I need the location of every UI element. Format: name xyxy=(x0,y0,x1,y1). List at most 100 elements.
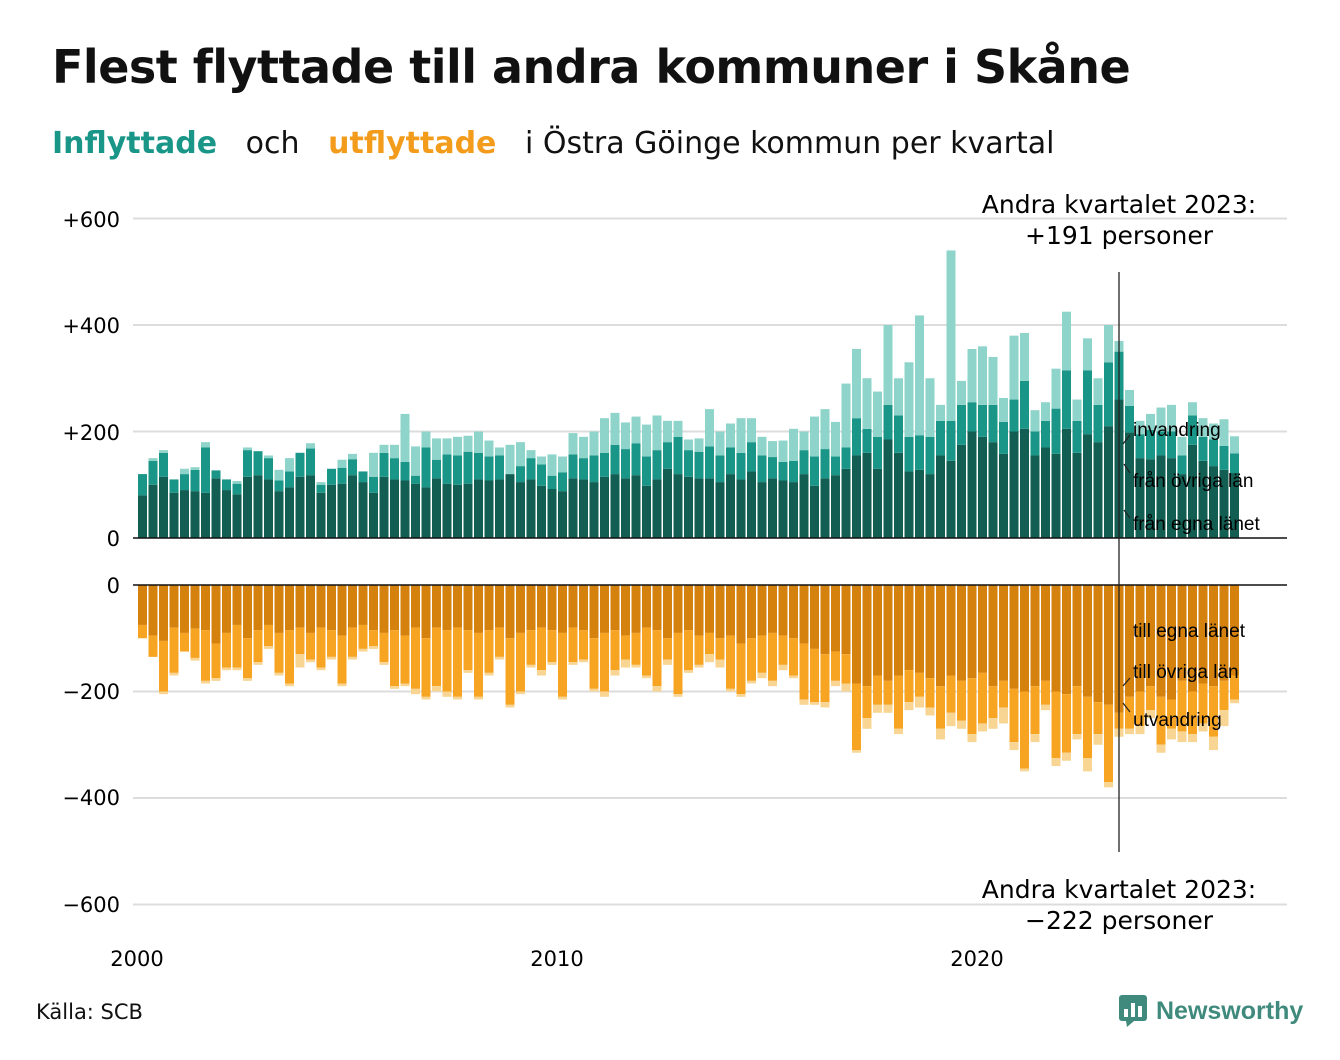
bar-out-2-10 xyxy=(243,678,252,681)
bar-out-2-44 xyxy=(600,691,609,697)
bar-out-2-31 xyxy=(463,670,473,673)
bar-out-2-58 xyxy=(747,680,756,684)
bar-in-0-84 xyxy=(1020,428,1029,538)
bar-in-1-62 xyxy=(789,460,798,483)
bar-in-2-4 xyxy=(180,468,189,475)
bar-out-1-3 xyxy=(169,627,179,673)
bar-out-0-6 xyxy=(201,585,210,631)
bar-out-1-68 xyxy=(852,683,861,751)
bar-out-1-10 xyxy=(243,638,252,679)
bar-in-1-8 xyxy=(222,479,231,491)
bar-out-1-53 xyxy=(694,635,704,665)
bar-out-0-32 xyxy=(474,585,483,633)
bar-out-0-89 xyxy=(1072,585,1082,687)
bar-in-2-23 xyxy=(379,444,389,453)
bar-in-2-63 xyxy=(799,431,809,451)
bar-out-2-73 xyxy=(904,702,914,711)
bar-out-0-77 xyxy=(946,585,956,676)
bar-in-1-29 xyxy=(442,454,452,484)
bar-out-0-59 xyxy=(757,585,767,636)
bar-in-0-3 xyxy=(169,492,179,538)
bar-out-0-31 xyxy=(463,585,473,631)
bar-out-0-58 xyxy=(747,585,756,639)
bar-in-0-31 xyxy=(463,483,473,538)
bar-in-1-91 xyxy=(1093,404,1103,443)
bar-out-1-99 xyxy=(1177,680,1187,732)
bar-out-0-42 xyxy=(579,585,588,631)
bar-in-2-89 xyxy=(1072,399,1082,421)
bar-in-1-89 xyxy=(1072,420,1082,453)
bar-in-2-68 xyxy=(852,348,861,419)
bar-out-2-47 xyxy=(631,664,641,668)
bar-out-1-67 xyxy=(841,654,851,684)
bar-out-0-11 xyxy=(253,585,263,631)
bar-in-0-40 xyxy=(558,491,567,538)
bar-out-0-8 xyxy=(222,585,231,633)
bar-out-0-92 xyxy=(1104,585,1113,705)
bar-out-0-97 xyxy=(1156,585,1166,697)
bar-in-1-66 xyxy=(831,456,840,476)
bar-in-0-101 xyxy=(1198,460,1208,538)
bar-out-2-69 xyxy=(862,718,872,729)
bar-in-1-59 xyxy=(757,455,767,483)
bar-out-0-80 xyxy=(978,585,987,673)
bar-out-2-6 xyxy=(201,680,210,684)
bar-out-1-78 xyxy=(957,680,966,721)
bar-in-2-51 xyxy=(673,420,683,437)
bar-in-0-25 xyxy=(400,480,410,538)
bar-out-0-48 xyxy=(642,585,651,628)
bar-in-1-9 xyxy=(232,483,242,495)
bar-out-1-69 xyxy=(862,686,872,719)
bar-out-0-88 xyxy=(1062,585,1071,695)
bar-in-2-52 xyxy=(684,439,693,451)
bar-in-1-20 xyxy=(348,459,357,476)
bar-in-0-45 xyxy=(610,474,620,538)
bar-in-0-91 xyxy=(1093,442,1103,538)
bar-in-2-102 xyxy=(1209,423,1218,440)
bar-in-1-65 xyxy=(820,449,830,479)
bar-out-2-23 xyxy=(379,662,389,665)
bar-in-0-5 xyxy=(190,491,200,538)
bar-out-0-82 xyxy=(999,585,1008,681)
bar-out-2-97 xyxy=(1156,744,1166,753)
bar-out-1-88 xyxy=(1062,694,1071,753)
bar-in-2-100 xyxy=(1188,402,1197,416)
bar-out-1-40 xyxy=(558,632,567,697)
series-label-till-egna-lanet: till egna länet xyxy=(1133,621,1246,642)
bar-in-0-97 xyxy=(1156,455,1166,538)
bar-in-1-96 xyxy=(1146,429,1155,460)
bar-in-1-19 xyxy=(337,467,347,484)
bar-out-0-38 xyxy=(537,585,546,628)
bar-in-1-72 xyxy=(894,415,903,453)
bar-out-1-29 xyxy=(442,630,452,692)
bar-in-0-22 xyxy=(369,492,378,538)
bar-in-1-32 xyxy=(474,452,483,480)
bar-out-0-36 xyxy=(516,585,525,633)
bar-in-2-19 xyxy=(337,459,347,468)
bar-out-0-68 xyxy=(852,585,861,684)
bar-in-2-43 xyxy=(589,431,599,456)
bar-out-1-41 xyxy=(568,627,578,663)
series-label-invandring: invandring xyxy=(1133,420,1221,441)
bar-in-2-45 xyxy=(610,412,620,445)
bar-out-0-20 xyxy=(348,585,357,628)
bar-out-0-94 xyxy=(1125,585,1134,697)
bar-out-2-32 xyxy=(474,696,483,700)
bar-in-0-4 xyxy=(180,490,189,538)
bar-out-1-51 xyxy=(673,632,683,695)
bar-out-2-62 xyxy=(789,675,798,679)
bar-out-2-15 xyxy=(295,654,305,668)
subtitle: Inflyttade och utflyttade i Östra Göinge… xyxy=(52,126,1055,161)
bar-in-1-48 xyxy=(642,456,651,486)
bar-in-0-9 xyxy=(232,494,242,538)
bar-in-0-38 xyxy=(537,485,546,538)
bar-out-0-101 xyxy=(1198,585,1208,684)
bars-inflyttade xyxy=(138,250,1239,539)
bar-in-2-87 xyxy=(1051,368,1061,409)
bar-out-2-16 xyxy=(306,659,315,663)
bar-in-2-95 xyxy=(1135,420,1145,435)
bar-in-1-30 xyxy=(453,455,462,485)
y-tick-top-0: 0 xyxy=(107,527,120,551)
bar-in-0-102 xyxy=(1209,466,1218,538)
bar-in-0-83 xyxy=(1009,431,1019,538)
